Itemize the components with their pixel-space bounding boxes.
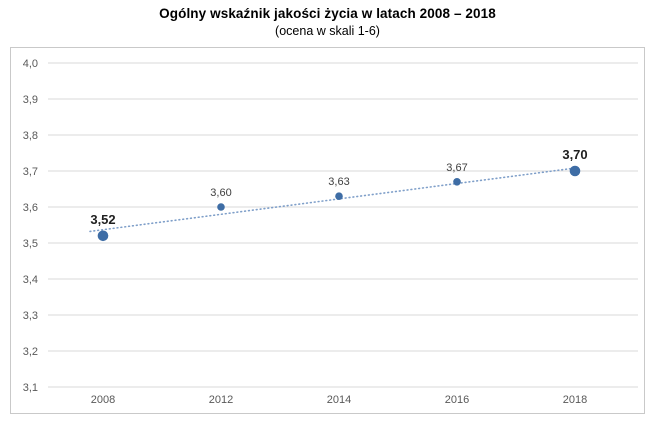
plot-area: 4,0 3,9 3,8 3,7 3,6 3,5 3,4 3,3 3,2 3,1 2008 2012 20…: [10, 47, 645, 414]
data-point-marker: [453, 178, 461, 186]
x-axis-tick-label: 2018: [563, 394, 587, 406]
data-point-label: 3,60: [210, 187, 231, 199]
y-axis-tick-label: 3,6: [23, 202, 38, 214]
y-axis-tick-label: 3,8: [23, 130, 38, 142]
chart-subtitle: (ocena w skali 1-6): [275, 24, 380, 38]
data-point-marker: [97, 230, 109, 242]
x-axis-tick-label: 2008: [91, 394, 115, 406]
data-point-label: 3,70: [562, 147, 587, 162]
data-point-marker: [569, 165, 581, 177]
data-point-label: 3,67: [446, 162, 467, 174]
y-axis-tick-label: 3,5: [23, 238, 38, 250]
chart-title: Ogólny wskaźnik jakości życia w latach 2…: [159, 6, 496, 21]
y-axis-tick-label: 3,7: [23, 166, 38, 178]
y-axis-tick-label: 3,4: [23, 274, 38, 286]
data-point-label: 3,63: [328, 176, 349, 188]
line-chart-svg: 4,0 3,9 3,8 3,7 3,6 3,5 3,4 3,3 3,2 3,1 2008 2012 20…: [23, 58, 638, 406]
data-point-marker: [217, 203, 225, 211]
y-axis-tick-label: 3,2: [23, 346, 38, 358]
x-axis-tick-label: 2016: [445, 394, 469, 406]
x-axis-tick-label: 2014: [327, 394, 351, 406]
data-point-label: 3,52: [90, 212, 115, 227]
trendline: [89, 167, 576, 233]
y-axis-tick-label: 3,3: [23, 310, 38, 322]
y-axis-tick-label: 3,9: [23, 94, 38, 106]
data-point-marker: [335, 192, 343, 200]
y-axis-tick-label: 3,1: [23, 382, 38, 394]
x-axis-tick-label: 2012: [209, 394, 233, 406]
y-axis-tick-label: 4,0: [23, 58, 38, 70]
